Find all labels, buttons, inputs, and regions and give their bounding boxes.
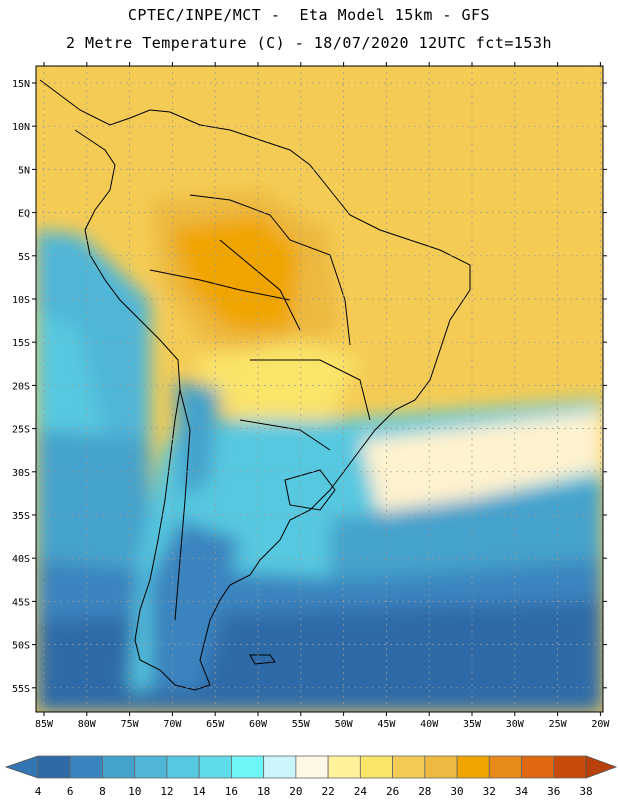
colorbar-label: 14 (193, 785, 207, 798)
lat-label: 5N (18, 165, 30, 176)
temperature-field (36, 66, 603, 712)
colorbar-label: 10 (128, 785, 141, 798)
lat-label: 15N (12, 79, 30, 90)
colorbar-swatch (424, 755, 458, 779)
colorbar-swatch (553, 755, 587, 779)
colorbar-label: 12 (160, 785, 173, 798)
lon-label: 35W (463, 719, 482, 730)
colorbar-swatch (198, 755, 232, 779)
colorbar-label: 24 (354, 785, 368, 798)
graticule (36, 66, 603, 712)
lat-label: 20S (12, 381, 30, 392)
lat-label: 15S (12, 338, 30, 349)
lat-label: 10S (12, 295, 30, 306)
lon-label: 60W (249, 719, 268, 730)
colorbar-swatch (359, 755, 393, 779)
lat-label: 30S (12, 468, 30, 479)
colorbar-label: 32 (483, 785, 496, 798)
colorbar-swatch (392, 755, 426, 779)
lon-label: 20W (591, 719, 610, 730)
colorbar-label: 16 (225, 785, 238, 798)
lat-label: 5S (18, 252, 30, 263)
colorbar-swatch (166, 755, 200, 779)
coastline (39, 79, 471, 691)
colorbar-label: 36 (547, 785, 560, 798)
colorbar-swatch (231, 755, 265, 779)
colorbar-label: 6 (67, 785, 74, 798)
colorbar: 4 6 8 10 12 14 16 18 20 22 24 26 28 30 32 34 36 38 (4, 755, 618, 798)
colorbar-label: 38 (579, 785, 592, 798)
colorbar-swatch (488, 755, 522, 779)
lon-label: 75W (121, 719, 140, 730)
lat-label: 35S (12, 511, 30, 522)
colorbar-label: 18 (257, 785, 270, 798)
colorbar-label: 30 (450, 785, 463, 798)
lon-label: 70W (163, 719, 182, 730)
colorbar-swatch (456, 755, 490, 779)
colorbar-swatch (263, 755, 297, 779)
lon-label: 50W (335, 719, 354, 730)
lon-label: 55W (292, 719, 311, 730)
map-title-line1: CPTEC/INPE/MCT - Eta Model 15km - GFS (127, 6, 491, 24)
colorbar-low-arrow (4, 755, 39, 779)
colorbar-swatch (295, 755, 329, 779)
lat-label: EQ (18, 209, 30, 220)
colorbar-swatch (69, 755, 103, 779)
colorbar-label: 22 (321, 785, 334, 798)
plot-frame (35, 65, 604, 713)
lat-label: 25S (12, 425, 30, 436)
longitude-axis: 85W 80W 75W 70W 65W 60W 55W 50W 45W 40W 35W 30W 25W 2… (35, 62, 610, 730)
lon-label: 40W (420, 719, 439, 730)
latitude-axis: 15N 10N 5N EQ 5S 10S 15S 20S 25S 30S 35S 40S 45S 50S 5… (12, 79, 607, 695)
colorbar-swatch (102, 755, 136, 779)
colorbar-swatch (327, 755, 361, 779)
colorbar-label: 20 (289, 785, 302, 798)
lon-label: 30W (506, 719, 525, 730)
colorbar-label: 28 (418, 785, 431, 798)
lon-label: 85W (35, 719, 54, 730)
map-title-line2: 2 Metre Temperature (C) - 18/07/2020 12U… (65, 34, 553, 52)
lat-label: 10N (12, 122, 30, 133)
lat-label: 55S (12, 684, 30, 695)
lat-label: 45S (12, 597, 30, 608)
lon-label: 25W (549, 719, 568, 730)
colorbar-swatch (134, 755, 168, 779)
colorbar-swatch (521, 755, 555, 779)
lon-label: 65W (206, 719, 225, 730)
lat-label: 40S (12, 554, 30, 565)
colorbar-high-arrow (585, 755, 618, 779)
lat-label: 50S (12, 641, 30, 652)
colorbar-swatch (37, 755, 71, 779)
lon-label: 80W (78, 719, 97, 730)
colorbar-label: 26 (386, 785, 399, 798)
colorbar-label: 8 (99, 785, 106, 798)
colorbar-label: 4 (35, 785, 42, 798)
lon-label: 45W (377, 719, 396, 730)
colorbar-label: 34 (515, 785, 529, 798)
